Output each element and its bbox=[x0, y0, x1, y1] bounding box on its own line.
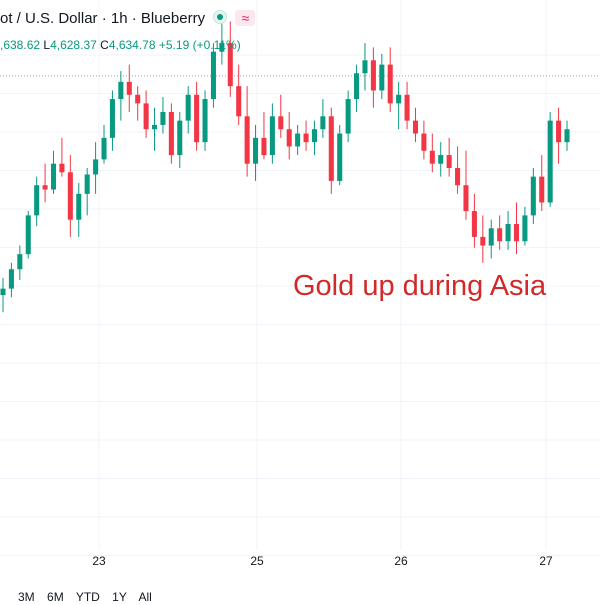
candle-body[interactable] bbox=[328, 116, 334, 181]
candle-body[interactable] bbox=[488, 228, 494, 246]
candle-body[interactable] bbox=[370, 60, 376, 91]
candle-body[interactable] bbox=[463, 185, 469, 212]
timeframe-ytd[interactable]: YTD bbox=[75, 590, 100, 604]
candle-body[interactable] bbox=[539, 176, 545, 203]
candle-body[interactable] bbox=[17, 254, 23, 270]
candle-body[interactable] bbox=[143, 103, 149, 130]
wave-icon[interactable]: ≈ bbox=[235, 10, 256, 26]
symbol-title[interactable]: ot / U.S. Dollar · 1h · Blueberry bbox=[0, 10, 206, 27]
candle-body[interactable] bbox=[177, 120, 183, 156]
candle-body[interactable] bbox=[42, 185, 48, 190]
candle-body[interactable] bbox=[303, 133, 309, 143]
change-value: +5.19 (+0.11%) bbox=[158, 38, 241, 52]
candle-body[interactable] bbox=[67, 172, 73, 220]
timeframe-3m[interactable]: 3M bbox=[18, 590, 35, 604]
candle-body[interactable] bbox=[135, 94, 141, 104]
ohlc-legend: ,638.62 L4,628.37 C4,634.78 +5.19 (+0.11… bbox=[0, 38, 241, 52]
candle-body[interactable] bbox=[311, 129, 317, 143]
candle-body[interactable] bbox=[480, 236, 486, 246]
chart-annotation[interactable]: Gold up during Asia bbox=[293, 270, 547, 302]
candle-body[interactable] bbox=[8, 269, 14, 289]
candle-body[interactable] bbox=[0, 288, 6, 296]
candle-body[interactable] bbox=[362, 60, 368, 74]
candle-body[interactable] bbox=[295, 133, 301, 147]
candle-body[interactable] bbox=[210, 51, 216, 100]
candle-body[interactable] bbox=[379, 64, 385, 91]
candle-body[interactable] bbox=[412, 120, 419, 134]
candle-body[interactable] bbox=[50, 163, 57, 190]
timeframe-6m[interactable]: 6M bbox=[47, 590, 64, 604]
candle-body[interactable] bbox=[345, 99, 351, 134]
close-value: 4,634.78 bbox=[108, 38, 156, 52]
candle-body[interactable] bbox=[421, 133, 427, 151]
candle-body[interactable] bbox=[118, 81, 124, 100]
low-label: L bbox=[43, 38, 51, 52]
candle-body[interactable] bbox=[59, 163, 65, 173]
candle-body[interactable] bbox=[109, 99, 115, 138]
candle-body[interactable] bbox=[337, 133, 343, 181]
candle-body[interactable] bbox=[93, 159, 99, 175]
candle-body[interactable] bbox=[261, 137, 267, 156]
candle-body[interactable] bbox=[101, 137, 107, 160]
timeframe-1y[interactable]: 1Y bbox=[112, 590, 127, 604]
candle-body[interactable] bbox=[269, 116, 275, 156]
candle-body[interactable] bbox=[253, 137, 259, 164]
candle-body[interactable] bbox=[219, 43, 225, 52]
candle-body[interactable] bbox=[513, 224, 520, 242]
candle-body[interactable] bbox=[429, 150, 435, 164]
candle-body[interactable] bbox=[471, 211, 477, 237]
candle-body[interactable] bbox=[202, 99, 208, 143]
candle-body[interactable] bbox=[522, 215, 528, 242]
candle-body[interactable] bbox=[34, 185, 40, 216]
candle-body[interactable] bbox=[25, 215, 31, 255]
candle-body[interactable] bbox=[236, 86, 242, 117]
candle-body[interactable] bbox=[354, 73, 360, 100]
candle-body[interactable] bbox=[320, 116, 326, 130]
candle-body[interactable] bbox=[151, 124, 158, 130]
timeframe-bar: 3M 6M YTD 1Y All bbox=[18, 590, 161, 604]
candle-body[interactable] bbox=[505, 224, 511, 242]
candle-body[interactable] bbox=[278, 116, 284, 130]
close-label: C bbox=[100, 38, 109, 52]
open-value: ,638.62 bbox=[0, 38, 41, 52]
candle-body[interactable] bbox=[126, 81, 132, 95]
candle-body[interactable] bbox=[387, 64, 393, 104]
candle-body[interactable] bbox=[194, 94, 200, 143]
x-tick-label: 23 bbox=[92, 554, 106, 568]
candle-body[interactable] bbox=[564, 129, 570, 143]
market-open-dot-icon bbox=[213, 10, 228, 24]
candle-body[interactable] bbox=[84, 174, 90, 194]
x-tick-label: 26 bbox=[394, 554, 408, 568]
candle-body[interactable] bbox=[446, 155, 452, 168]
candle-body[interactable] bbox=[227, 43, 233, 87]
candle-body[interactable] bbox=[530, 176, 536, 216]
candle-body[interactable] bbox=[286, 129, 292, 147]
candle-body[interactable] bbox=[168, 112, 174, 156]
x-tick-label: 27 bbox=[539, 554, 553, 568]
candle-body[interactable] bbox=[404, 94, 410, 121]
candle-body[interactable] bbox=[556, 120, 562, 143]
candle-body[interactable] bbox=[547, 120, 553, 203]
candle-body[interactable] bbox=[497, 228, 503, 242]
candle-body[interactable] bbox=[244, 116, 250, 164]
candle-body[interactable] bbox=[185, 94, 191, 121]
candle-body[interactable] bbox=[160, 112, 166, 125]
timeframe-all[interactable]: All bbox=[138, 590, 152, 604]
candle-body[interactable] bbox=[76, 193, 82, 220]
candle-body[interactable] bbox=[438, 155, 444, 164]
candle-body[interactable] bbox=[455, 168, 461, 186]
candle-body[interactable] bbox=[396, 94, 402, 104]
low-value: 4,628.37 bbox=[50, 38, 97, 52]
chart-header: ot / U.S. Dollar · 1h · Blueberry ≈ bbox=[0, 10, 256, 27]
x-tick-label: 25 bbox=[250, 554, 264, 568]
